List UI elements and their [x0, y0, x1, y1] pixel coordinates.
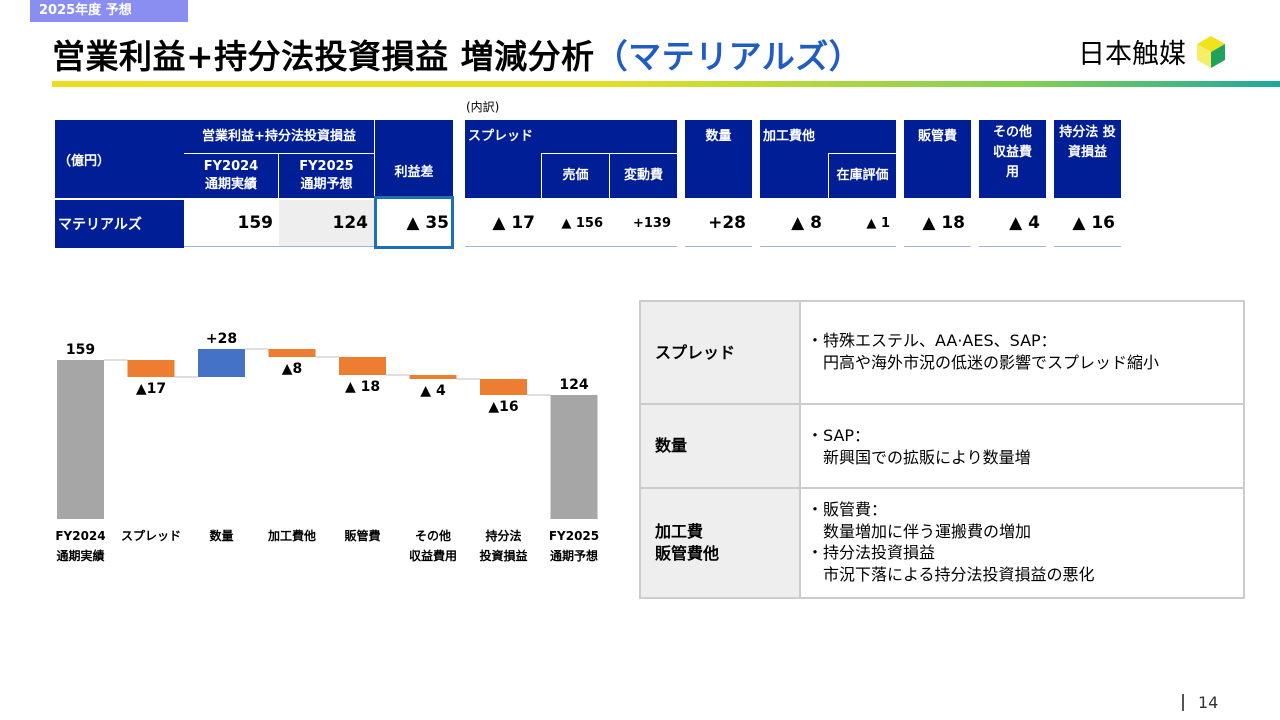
info-line: 数量増加に伴う運搬費の増加 [807, 521, 1032, 541]
header-sga: 販管費 [904, 120, 971, 198]
info-line: 円高や海外市況の低迷の影響でスプレッド縮小 [807, 352, 1160, 372]
info-line: ・販管費： [807, 500, 888, 519]
header-diff: 利益差 [375, 120, 453, 198]
header-variable-cost: 変動費 [609, 153, 677, 198]
info-body: ・特殊エステル、AA·AES、SAP： 円高や海外市況の低迷の影響でスプレッド縮… [801, 302, 1243, 403]
header-price: 売価 [541, 153, 609, 198]
page-title: 営業利益+持分法投資損益 増減分析（マテリアルズ） [52, 30, 862, 78]
value-fy2025: 124 [279, 200, 374, 247]
info-head-line: 数量 [655, 436, 688, 456]
category-label: 通期予想 [550, 548, 598, 563]
info-head: 数量 [641, 405, 801, 487]
data-label: 159 [66, 342, 95, 358]
value-variable-cost: +139 [609, 200, 677, 247]
info-line: ・SAP： [807, 426, 871, 445]
info-head-line: スプレッド [655, 342, 736, 362]
page-title-main: 営業利益+持分法投資損益 増減分析 [52, 37, 595, 76]
info-row-spread: スプレッド ・特殊エステル、AA·AES、SAP： 円高や海外市況の低迷の影響で… [641, 302, 1243, 403]
info-head-line: 加工費 [655, 522, 704, 542]
header-fy2025: FY2025 通期予想 [279, 153, 374, 198]
category-label: 数量 [209, 528, 233, 543]
header-equity: 持分法 投資損益 [1054, 120, 1121, 198]
page-title-segment: （マテリアルズ） [594, 37, 863, 76]
fiscal-year-tag: 2025年度 予想 [30, 0, 188, 22]
data-label: ▲ 18 [345, 379, 380, 395]
company-logo-text: 日本触媒 [1078, 39, 1186, 70]
waterfall-bar [480, 379, 527, 395]
info-head-line: 販管費他 [655, 544, 720, 563]
waterfall-bar [198, 349, 245, 377]
waterfall-chart: 159 ▲17 +28 ▲8 ▲ 18 ▲ 4 ▲16 124 FY2024 通期実績 スプレッド 数… [55, 331, 599, 563]
info-head: 加工費 販管費他 [641, 489, 801, 597]
waterfall-bar [339, 357, 386, 375]
header-fy2024: FY2024 通期実績 [184, 153, 279, 198]
page-number-divider [1182, 694, 1184, 711]
data-label: ▲17 [136, 381, 166, 397]
page-number: 14 [1182, 693, 1218, 712]
category-label: 投資損益 [479, 548, 527, 563]
info-line: 新興国での拡販により数量増 [807, 447, 1031, 467]
category-label: スプレッド [121, 528, 181, 543]
info-line: 市況下落による持分法投資損益の悪化 [807, 564, 1095, 584]
category-label: 加工費他 [267, 528, 316, 543]
header-inventory: 在庫評価 [828, 153, 896, 198]
category-label: その他 [415, 528, 451, 543]
page-number-text: 14 [1198, 693, 1219, 712]
factor-explanation-table: スプレッド ・特殊エステル、AA·AES、SAP： 円高や海外市況の低迷の影響で… [639, 300, 1245, 599]
info-body: ・SAP： 新興国での拡販により数量増 [801, 405, 1243, 487]
waterfall-bar [409, 375, 457, 379]
category-label: 収益費用 [409, 548, 457, 563]
info-row-volume: 数量 ・SAP： 新興国での拡販により数量増 [641, 403, 1243, 487]
header-other: その他 収益費用 [979, 120, 1046, 198]
breakdown-note: (内訳) [466, 100, 500, 114]
info-line: ・持分法投資損益 [807, 543, 936, 563]
data-label: +28 [206, 331, 237, 347]
data-label: 124 [559, 377, 588, 393]
value-other: ▲ 4 [979, 200, 1046, 247]
group-header-profit: 営業利益+持分法投資損益 [184, 120, 374, 153]
category-label: FY2024 [55, 529, 105, 543]
category-label: FY2025 [549, 529, 599, 543]
waterfall-bar [57, 360, 104, 519]
value-fy2024: 159 [184, 200, 279, 247]
value-sga: ▲ 18 [904, 200, 971, 247]
info-line: ・特殊エステル、AA·AES、SAP： [807, 331, 1057, 350]
value-inventory: ▲ 1 [828, 200, 896, 247]
info-head: スプレッド [641, 302, 801, 403]
unit-label: （億円） [55, 120, 184, 198]
value-spread: ▲ 17 [465, 200, 541, 247]
category-label: 持分法 [485, 528, 521, 543]
waterfall-bar [127, 360, 175, 377]
value-price: ▲ 156 [541, 200, 609, 247]
value-volume: +28 [685, 200, 752, 247]
waterfall-bar [268, 349, 316, 357]
category-label: 通期実績 [56, 548, 104, 563]
header-volume: 数量 [685, 120, 752, 198]
waterfall-bar [550, 395, 598, 519]
info-row-processing: 加工費 販管費他 ・販管費： 数量増加に伴う運搬費の増加 ・持分法投資損益 市況… [641, 487, 1243, 597]
data-label: ▲ 4 [420, 383, 446, 399]
data-label: ▲16 [488, 399, 518, 415]
title-underline [52, 81, 1280, 87]
info-body: ・販管費： 数量増加に伴う運搬費の増加 ・持分法投資損益 市況下落による持分法投… [801, 489, 1243, 597]
data-label: ▲8 [282, 361, 303, 377]
company-logo-icon [1197, 35, 1225, 68]
category-label: 販管費 [344, 528, 380, 543]
row-label-materials: マテリアルズ [55, 200, 184, 248]
diff-highlight-box [374, 196, 454, 249]
company-logo: 日本触媒 [1078, 32, 1226, 71]
value-processing: ▲ 8 [760, 200, 828, 247]
value-equity: ▲ 16 [1054, 200, 1121, 247]
